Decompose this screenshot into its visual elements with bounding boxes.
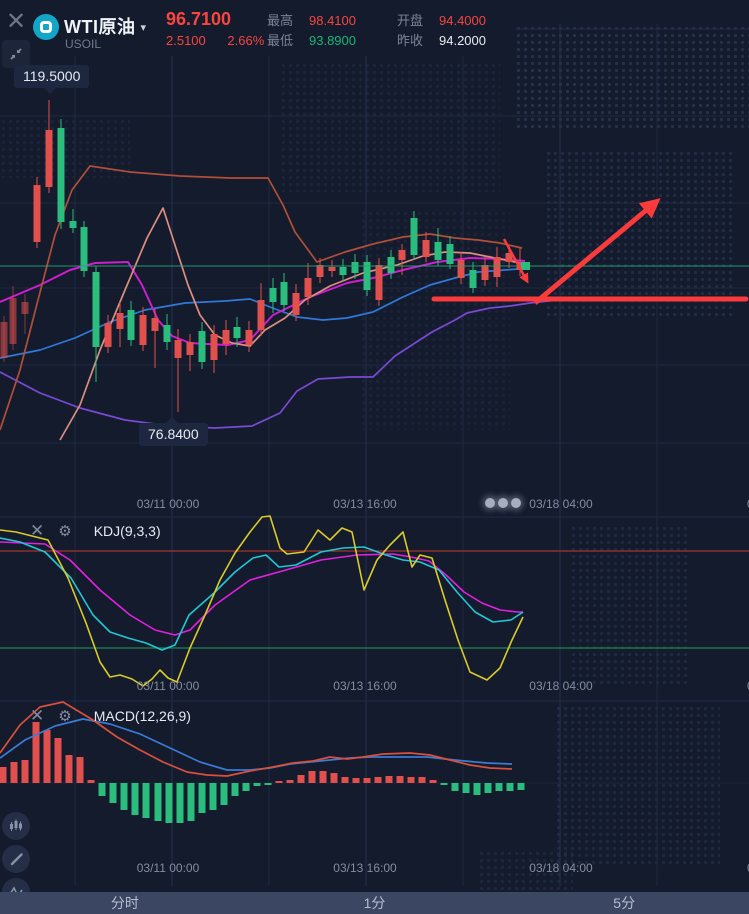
symbol-code: USOIL [65, 37, 102, 51]
symbol-logo-icon [33, 14, 59, 40]
draw-tool-button[interactable] [2, 845, 30, 873]
map-dots-bottom [478, 850, 573, 890]
open-value: 94.4000 [439, 13, 486, 28]
kdj-label: KDJ(9,3,3) [93, 523, 161, 539]
high-label: 最高 [267, 13, 294, 28]
map-dots-macd [555, 705, 720, 865]
x-axis-label: 03/11 00:00 [136, 679, 200, 693]
tab-timeframe-1min[interactable]: 1分 [363, 895, 386, 911]
x-axis-label: 03/13 16:00 [333, 861, 397, 875]
x-axis-label: 03/18 04:00 [529, 679, 593, 693]
price-change: 2.5100 2.66% [166, 33, 282, 48]
low-label: 最低 [267, 33, 294, 48]
chart-type-button[interactable] [2, 812, 30, 840]
low-price-tooltip: 76.8400 [139, 417, 208, 446]
change-value: 2.5100 [166, 33, 206, 48]
collapse-arrows-icon [10, 48, 22, 60]
macd-label: MACD(12,26,9) [93, 708, 191, 724]
tab-timeframe-5min[interactable]: 5分 [613, 895, 636, 911]
loading-dots [485, 498, 521, 508]
macd-settings-icon[interactable]: ⚙ [58, 708, 72, 725]
x-axis-label: 03/20 [747, 679, 749, 693]
timeframe-bar: 分时 1分 5分 [0, 892, 749, 914]
x-axis-label: 03/18 04:00 [529, 861, 593, 875]
symbol-name[interactable]: WTI原油 ▾ [64, 17, 147, 37]
open-label: 开盘 [397, 13, 424, 28]
low-value: 93.8900 [309, 33, 356, 48]
candlestick-icon [10, 819, 22, 831]
kdj-panel-header: ✕ ⚙ KDJ(9,3,3) [30, 521, 161, 541]
map-dots-right [545, 150, 735, 320]
macd-panel-header: ✕ ⚙ MACD(12,26,9) [30, 706, 191, 726]
high-value: 98.4100 [309, 13, 356, 28]
tab-timeframe-fenshi[interactable]: 分时 [110, 895, 139, 911]
x-axis-label: 03/11 00:00 [136, 497, 200, 511]
prev-close-label: 昨收 [397, 33, 424, 48]
quote-stats: 最高 98.4100 开盘 94.4000 最低 93.8900 昨收 94.2… [267, 11, 527, 51]
header-bar [0, 0, 515, 56]
x-axis-label: 03/18 04:00 [529, 497, 593, 511]
kdj-settings-icon[interactable]: ⚙ [58, 523, 72, 540]
last-price: 96.7100 [166, 9, 232, 29]
kdj-close-icon[interactable]: ✕ [30, 521, 45, 540]
pencil-icon [10, 852, 23, 865]
x-axis-label: 03/11 00:00 [136, 861, 200, 875]
chevron-down-icon: ▾ [140, 22, 147, 34]
collapse-chart-button[interactable] [2, 40, 30, 68]
map-dots-topright [515, 25, 749, 130]
x-axis-label: 03/13 16:00 [333, 679, 397, 693]
x-axis-label: 03/13 16:00 [333, 497, 397, 511]
change-percent: 2.66% [227, 33, 265, 48]
macd-close-icon[interactable]: ✕ [30, 706, 45, 725]
high-price-tooltip: 119.5000 [14, 65, 90, 94]
x-axis-label: 03/20 [747, 861, 749, 875]
x-axis-label: 03/20 [747, 497, 749, 511]
prev-close-value: 94.2000 [439, 33, 486, 48]
close-icon[interactable]: ✕ [5, 8, 27, 35]
map-dots-kdj [570, 525, 690, 685]
